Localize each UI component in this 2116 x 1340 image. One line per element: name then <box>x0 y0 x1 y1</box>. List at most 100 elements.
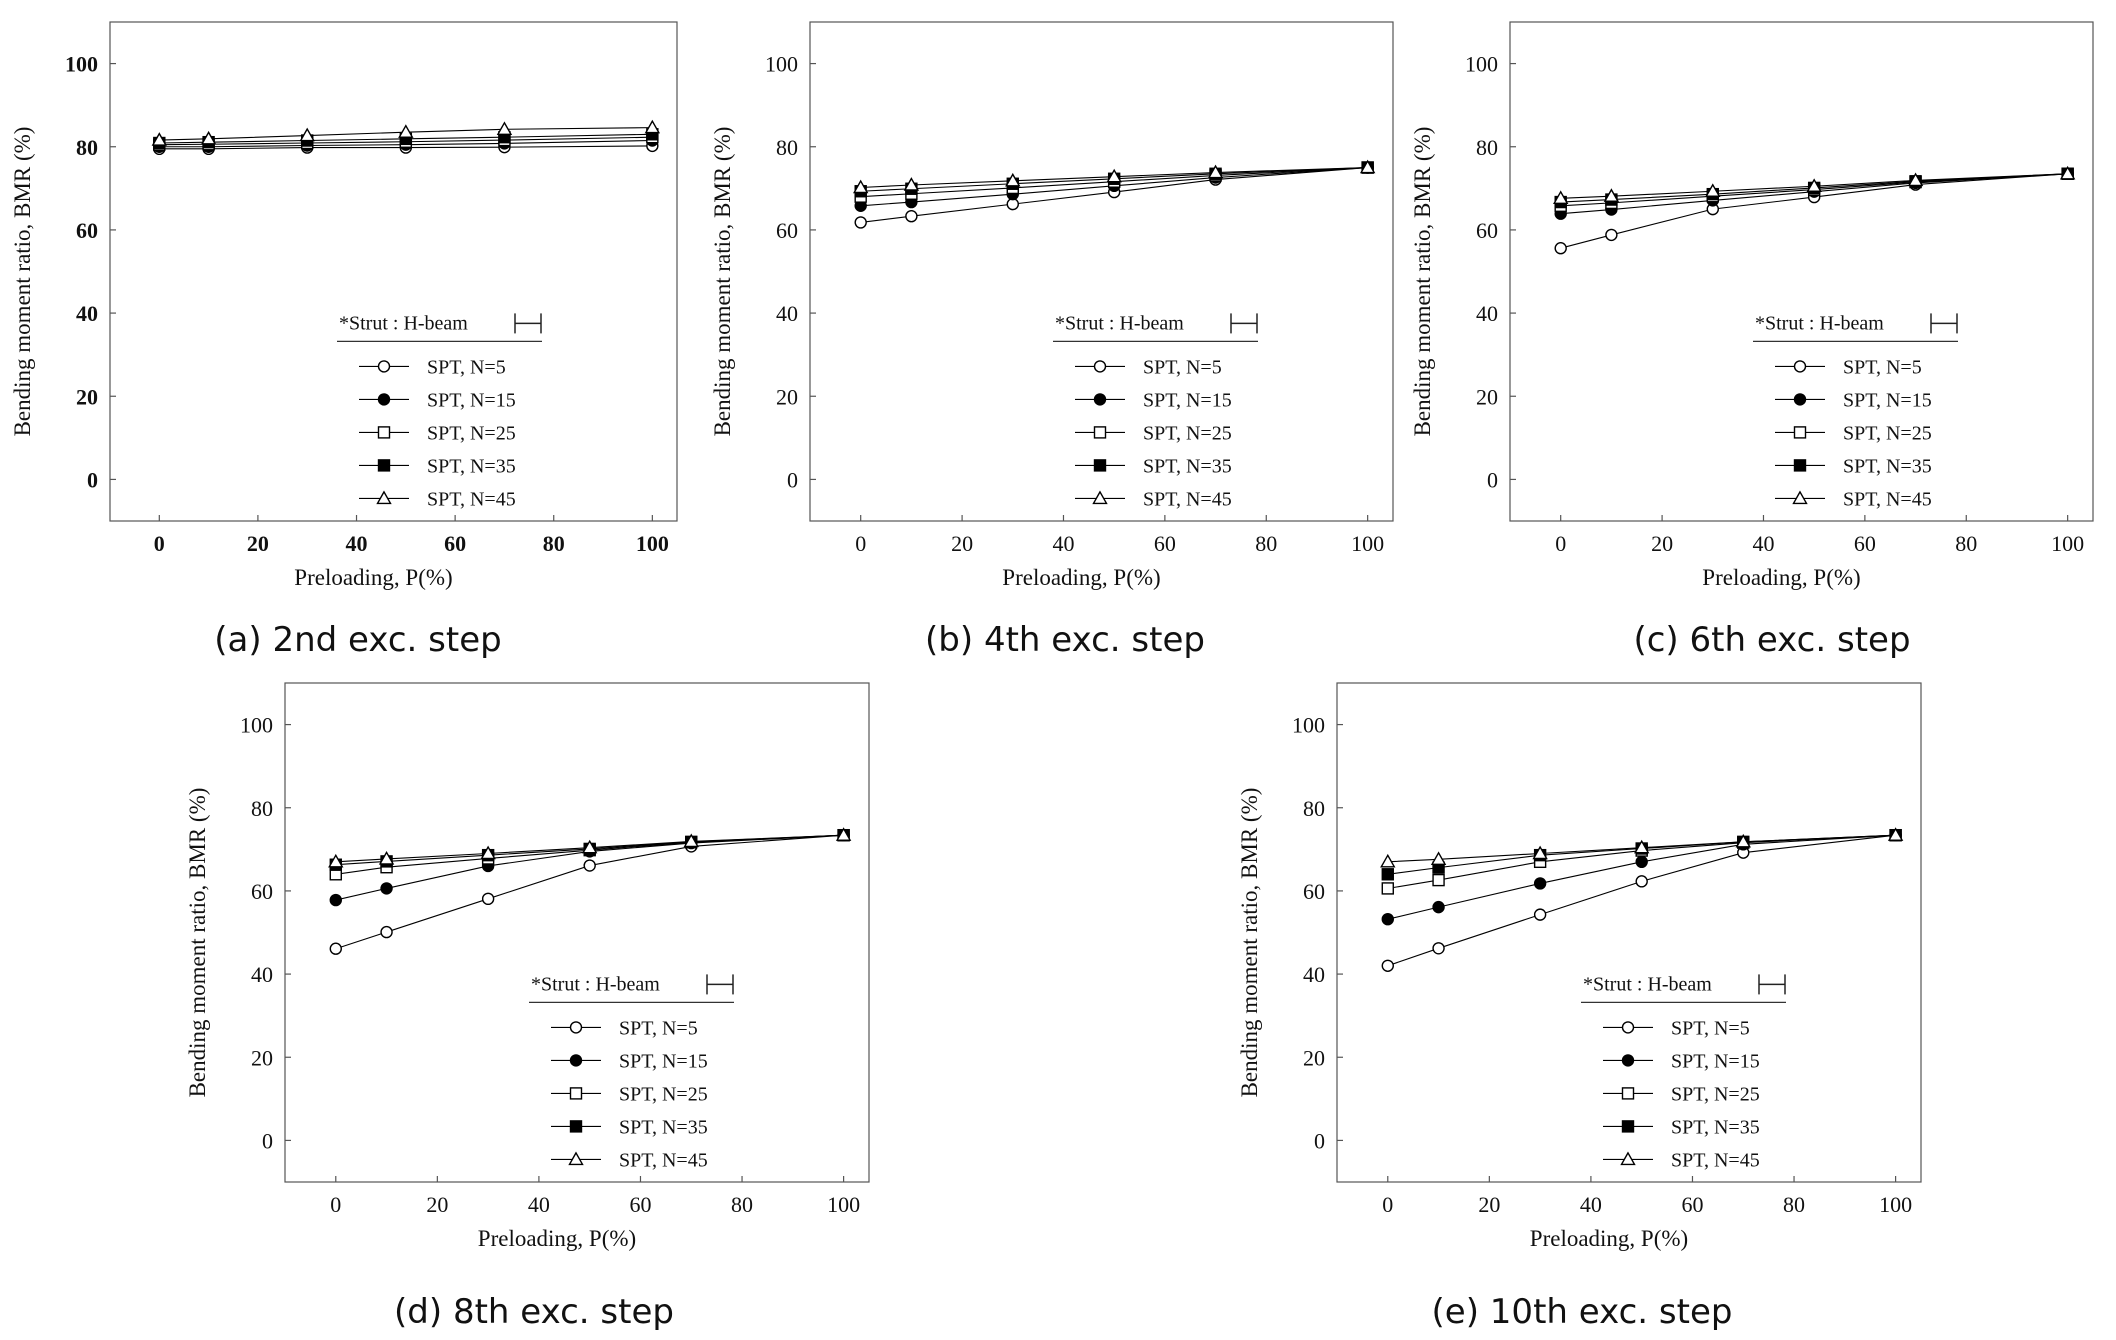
legend-label: SPT, N=35 <box>1671 1116 1760 1138</box>
legend-marker <box>1793 360 1807 373</box>
legend-label: SPT, N=35 <box>1843 455 1932 477</box>
data-point <box>380 882 393 895</box>
plot-frame <box>809 21 1394 522</box>
legend-entry: SPT, N=5 <box>359 356 506 378</box>
data-point <box>1635 855 1648 869</box>
legend-label: SPT, N=5 <box>1143 356 1222 378</box>
y-tick-label: 0 <box>1314 1128 1325 1153</box>
h-beam-icon <box>706 974 734 995</box>
data-point <box>200 130 217 145</box>
data-point <box>852 179 869 194</box>
series-line <box>335 834 844 863</box>
data-point <box>1806 178 1822 192</box>
legend-entry: SPT, N=5 <box>1075 356 1222 378</box>
legend-marker <box>569 1120 583 1133</box>
legend-label: SPT, N=15 <box>1671 1050 1760 1072</box>
legend-marker <box>569 1087 583 1100</box>
series-line <box>159 136 653 146</box>
x-tick-label: 0 <box>1555 531 1566 556</box>
x-tick-label: 60 <box>629 1192 651 1217</box>
legend-header: *Strut : H-beam <box>1755 312 1884 334</box>
legend-label: SPT, N=15 <box>1843 389 1932 411</box>
y-axis-label: Bending moment ratio, BMR (%) <box>1410 127 1435 437</box>
legend-marker <box>1092 490 1108 505</box>
data-point <box>1552 190 1569 205</box>
y-tick-label: 100 <box>765 52 798 77</box>
caption-d: (d) 8th exc. step <box>394 1292 674 1332</box>
data-point <box>583 859 596 872</box>
y-tick-label: 20 <box>1476 384 1498 409</box>
data-point <box>329 942 342 955</box>
legend-entry: SPT, N=25 <box>359 422 516 444</box>
caption-a: (a) 2nd exc. step <box>214 620 502 660</box>
legend-entry: SPT, N=5 <box>1603 1017 1750 1039</box>
legend-marker <box>569 1021 583 1034</box>
y-tick-label: 40 <box>1476 301 1498 326</box>
legend-entry: SPT, N=45 <box>1775 488 1932 510</box>
series-line <box>159 133 653 144</box>
legend-entry: SPT, N=15 <box>1603 1050 1760 1072</box>
legend-marker <box>1093 459 1107 472</box>
x-tick-label: 0 <box>330 1192 341 1217</box>
data-point <box>683 833 699 848</box>
x-tick-label: 80 <box>1255 531 1277 556</box>
x-axis-label: Preloading, P(%) <box>478 1226 636 1251</box>
legend-marker <box>1793 426 1807 439</box>
data-point <box>380 925 393 939</box>
data-point <box>1207 164 1224 179</box>
data-point <box>1705 183 1721 197</box>
data-point <box>378 850 395 865</box>
series-line <box>860 166 1368 207</box>
data-point <box>1380 853 1396 868</box>
y-tick-label: 80 <box>1476 135 1498 160</box>
data-point <box>480 845 496 860</box>
series-line <box>1387 834 1896 920</box>
data-point <box>151 132 168 146</box>
legend-entry: SPT, N=5 <box>551 1017 698 1039</box>
legend-entry: SPT, N=35 <box>551 1116 708 1138</box>
legend-entry: SPT, N=25 <box>1603 1083 1760 1105</box>
legend-entry: SPT, N=15 <box>1775 389 1932 411</box>
y-tick-label: 100 <box>240 713 273 738</box>
legend-marker <box>377 393 391 406</box>
data-point <box>329 893 342 907</box>
plot-frame <box>1509 21 2094 522</box>
y-tick-label: 80 <box>76 135 98 160</box>
legend-marker <box>1793 459 1807 472</box>
data-point <box>1633 839 1650 854</box>
x-tick-label: 80 <box>731 1192 753 1217</box>
caption-c: (c) 6th exc. step <box>1633 620 1911 660</box>
x-tick-label: 100 <box>2051 531 2084 556</box>
legend-label: SPT, N=25 <box>1843 422 1932 444</box>
y-axis-label: Bending moment ratio, BMR (%) <box>185 788 210 1098</box>
y-tick-label: 20 <box>76 384 98 409</box>
data-point <box>299 127 315 142</box>
legend-entry: SPT, N=35 <box>359 455 516 477</box>
data-point <box>481 892 495 906</box>
data-point <box>1430 851 1447 866</box>
series-line <box>335 834 844 950</box>
data-point <box>1605 228 1618 242</box>
series-5 <box>1380 827 1904 868</box>
legend-label: SPT, N=45 <box>1843 488 1932 510</box>
plot-frame <box>1336 682 1922 1183</box>
h-beam-icon <box>1758 974 1786 995</box>
data-point <box>1106 168 1122 183</box>
data-point <box>1359 159 1376 174</box>
legend-marker <box>1792 490 1808 505</box>
legend-label: SPT, N=45 <box>1143 488 1232 510</box>
legend-marker <box>1621 1120 1635 1133</box>
data-point <box>835 827 852 841</box>
series-line <box>1560 173 2068 203</box>
legend-marker <box>1621 1021 1635 1034</box>
legend-entry: SPT, N=25 <box>1075 422 1232 444</box>
x-tick-label: 40 <box>1052 531 1074 556</box>
x-axis-label: Preloading, P(%) <box>1002 565 1160 590</box>
legend-entry: SPT, N=25 <box>551 1083 708 1105</box>
y-axis-label: Bending moment ratio, BMR (%) <box>710 127 735 437</box>
